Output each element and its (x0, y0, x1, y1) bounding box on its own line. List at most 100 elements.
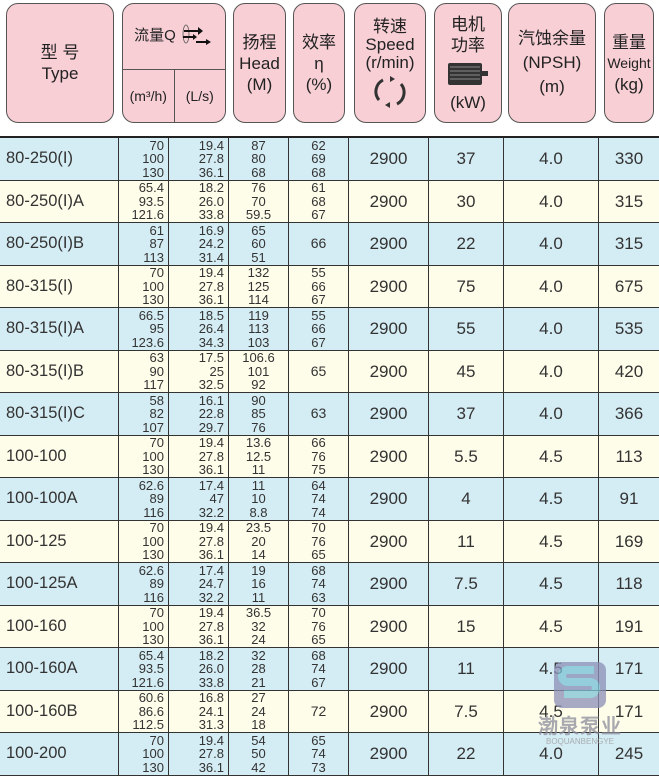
header-flow-zh: 流量Q (134, 26, 176, 44)
header-type: 型 号 Type (6, 3, 114, 123)
cell-value: 64 (311, 477, 326, 493)
cell-value: 123.6 (131, 334, 164, 350)
cell-flow-m3h: 60.6 86.6 112.5 (118, 690, 168, 732)
cell-weight: 366 (598, 393, 659, 435)
cell-flow-m3h: 63 90 117 (118, 350, 168, 392)
cell-value: 13.6 (245, 435, 272, 450)
cell-value: 65 (311, 732, 326, 748)
cell-npsh: 4.0 (503, 138, 598, 180)
cell-value: 70 (149, 265, 164, 280)
cell-value: 66 (310, 235, 327, 251)
cell-flow-ls: 18.2 26.0 33.8 (168, 648, 228, 690)
cell-value: 121.6 (131, 674, 164, 690)
cell-value: 67 (311, 292, 326, 307)
cell-value: 29.7 (198, 419, 224, 435)
cell-value: 16.8 (198, 690, 224, 705)
cell-flow-ls: 16.8 24.1 31.3 (168, 690, 228, 732)
table-row: 80-315(I) 70 100 130 19.4 27.8 36.1 132 125 114 55… (0, 265, 659, 308)
cell-power: 22 (428, 223, 503, 265)
cell-speed: 2900 (348, 180, 428, 222)
table-row: 100-100 70 100 130 19.4 27.8 36.1 13.6 12.5 11 66 7… (0, 435, 659, 478)
cell-value: 119 (248, 307, 269, 323)
cell-speed: 2900 (348, 690, 428, 732)
cell-value: 8.8 (249, 504, 268, 520)
cell-weight: 91 (598, 478, 659, 520)
cell-eff: 68 74 67 (288, 648, 348, 690)
cell-value: 32.2 (198, 589, 224, 605)
cell-value: 60 (251, 236, 266, 251)
cell-value: 59.5 (245, 207, 272, 222)
cell-value: 28 (251, 661, 266, 676)
table-row: 100-100A 62.6 89 116 17.4 47 32.2 11 10 8.8 64 74 74… (0, 478, 659, 521)
cell-value: 130 (142, 292, 164, 307)
cell-value: 27.8 (198, 448, 224, 464)
cell-value: 67 (311, 207, 326, 222)
cell-value: 87 (149, 236, 164, 251)
cell-value: 32.2 (198, 504, 224, 520)
cell-value: 74 (311, 746, 326, 761)
cell-npsh: 4.0 (503, 180, 598, 222)
cell-value: 82 (149, 406, 164, 421)
cell-value: 32.5 (198, 377, 224, 392)
cell-npsh: 4.0 (503, 308, 598, 350)
cell-speed: 2900 (348, 138, 428, 180)
header-flow-m3h: (m³/h) (129, 87, 167, 104)
cell-value: 61 (149, 222, 164, 238)
table-row: 100-160A 65.4 93.5 121.6 18.2 26.0 33.8 32 28 21 6… (0, 648, 659, 691)
cell-head: 119 113 103 (228, 308, 288, 350)
cell-head: 32 28 21 (228, 648, 288, 690)
cell-flow-m3h: 65.4 93.5 121.6 (118, 648, 168, 690)
cell-value: 74 (311, 504, 326, 520)
cell-value: 85 (251, 406, 266, 421)
cell-flow-m3h: 58 82 107 (118, 393, 168, 435)
cell-npsh: 4.5 (503, 435, 598, 477)
cell-power: 11 (428, 520, 503, 562)
table-row: 100-125 70 100 130 19.4 27.8 36.1 23.5 20 14 70 76 6… (0, 520, 659, 563)
cell-value: 24 (251, 703, 266, 719)
cell-weight: 535 (598, 308, 659, 350)
flow-arrows-icon (182, 24, 211, 45)
cell-head: 106.6 101 92 (228, 350, 288, 392)
cell-value: 34.3 (198, 334, 224, 350)
cell-flow-m3h: 62.6 89 116 (118, 563, 168, 605)
cell-power: 4 (428, 478, 503, 520)
cell-value: 17.5 (198, 350, 224, 365)
cell-value: 55 (311, 307, 326, 323)
cell-value: 36.1 (198, 632, 224, 647)
cell-value: 100 (142, 448, 164, 464)
table-row: 80-250(I) 70 100 130 19.4 27.8 36.1 87 80 68 62 69 6… (0, 138, 659, 181)
cell-npsh: 4.5 (503, 478, 598, 520)
cell-value: 67 (311, 674, 326, 690)
cell-value: 33.8 (198, 207, 224, 222)
cell-eff: 61 68 67 (288, 180, 348, 222)
cell-speed: 2900 (348, 563, 428, 605)
cell-flow-ls: 17.4 47 32.2 (168, 478, 228, 520)
cell-value: 107 (142, 419, 164, 435)
table-row: 80-250(I)B 61 87 113 16.9 24.2 31.4 65 60 51 66 290… (0, 223, 659, 266)
cell-value: 70 (149, 520, 164, 535)
header-type-zh: 型 号 (40, 43, 80, 62)
cell-value: 66 (311, 278, 326, 294)
cell-value: 25 (209, 363, 224, 379)
cell-head: 23.5 20 14 (228, 520, 288, 562)
cell-value: 70 (149, 732, 164, 748)
cell-eff: 66 76 75 (288, 435, 348, 477)
cell-value: 76 (311, 533, 326, 549)
cell-value: 42 (251, 759, 266, 775)
cell-power: 15 (428, 605, 503, 647)
cell-type: 100-125A (6, 574, 78, 592)
cell-value: 80 (251, 151, 266, 166)
cell-power: 5.5 (428, 435, 503, 477)
cell-value: 26.0 (198, 661, 224, 676)
header-speed-en: Speed (365, 34, 415, 54)
cell-value: 19.4 (198, 435, 224, 450)
cell-flow-ls: 16.9 24.2 31.4 (168, 223, 228, 265)
cell-value: 17.4 (198, 562, 224, 578)
cell-speed: 2900 (348, 605, 428, 647)
cell-flow-m3h: 66.5 95 123.6 (118, 308, 168, 350)
cell-value: 63 (311, 589, 326, 605)
cell-value: 20 (251, 533, 266, 549)
table-row: 100-125A 62.6 89 116 17.4 24.7 32.2 19 16 11 68 74 6… (0, 563, 659, 606)
cell-value: 14 (251, 547, 266, 562)
cell-value: 74 (311, 491, 326, 506)
